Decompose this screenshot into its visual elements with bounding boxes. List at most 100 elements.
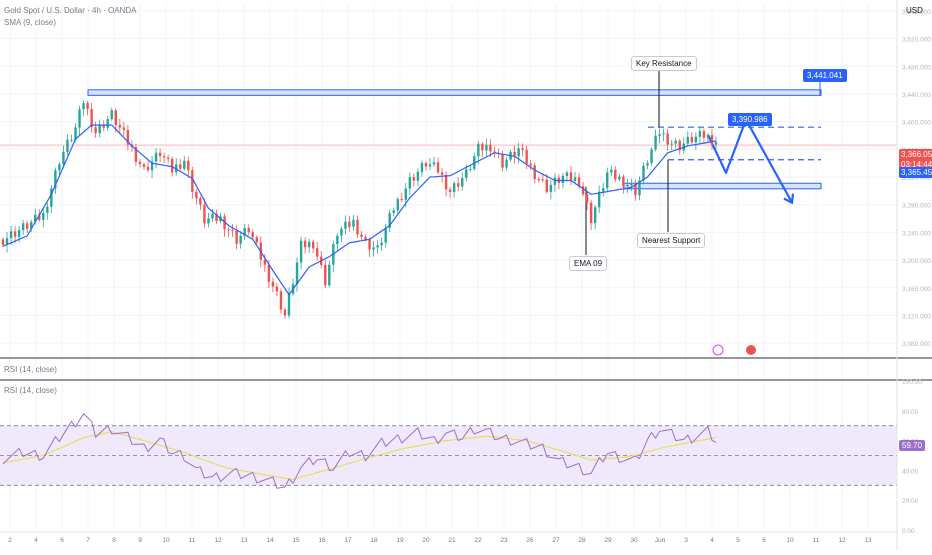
candles <box>1 100 718 319</box>
candle-body <box>376 245 379 248</box>
lightning-icon <box>712 344 724 356</box>
rsi-tick-label: 0.00 <box>902 528 915 535</box>
price-tick-label: 3,240.000 <box>902 230 931 237</box>
candle-body <box>307 241 311 248</box>
candle-body <box>9 231 13 239</box>
candle-body <box>158 152 162 157</box>
candle-body <box>283 309 287 316</box>
candle-body <box>465 169 468 178</box>
time-tick-label: 22 <box>474 537 482 544</box>
time-tick-label: 4 <box>34 537 38 544</box>
time-tick-label: 10 <box>786 537 794 544</box>
candle-body <box>626 185 629 187</box>
candle-body <box>614 169 617 180</box>
candle-body <box>154 152 158 162</box>
price-tick-label: 3,160.000 <box>902 286 931 293</box>
candle-body <box>384 227 387 243</box>
time-tick-label: 16 <box>318 537 326 544</box>
candle-body <box>537 179 540 181</box>
candle-body <box>666 133 669 145</box>
time-tick-label: 14 <box>266 537 274 544</box>
ema-layer <box>2 124 717 296</box>
candle-body <box>344 221 347 229</box>
price-tick-label: 3,120.000 <box>902 313 931 320</box>
candle-body <box>545 179 549 192</box>
time-tick-label: 6 <box>60 537 64 544</box>
time-tick-label: 15 <box>292 537 300 544</box>
candle-body <box>134 147 138 162</box>
candle-body <box>17 230 21 237</box>
candle-body <box>239 235 242 244</box>
candle-body <box>271 281 275 287</box>
candle-body <box>150 161 154 171</box>
time-tick-label: 21 <box>448 537 456 544</box>
candle-body <box>247 227 250 233</box>
candle-body <box>638 180 641 196</box>
candle-body <box>235 230 238 244</box>
candle-body <box>368 239 371 250</box>
candle-body <box>211 213 214 219</box>
candle-body <box>432 162 436 165</box>
candle-body <box>1 239 5 245</box>
currency-label: USD <box>906 6 923 15</box>
candle-body <box>50 188 53 207</box>
candle-body <box>364 236 367 240</box>
candle-body <box>690 136 694 143</box>
candle-body <box>303 240 307 248</box>
candle-body <box>106 119 109 128</box>
candle-body <box>694 136 698 143</box>
candle-body <box>670 143 673 145</box>
candle-body <box>162 156 166 158</box>
zones <box>0 68 897 356</box>
candle-body <box>275 286 279 292</box>
candle-body <box>78 109 81 128</box>
candle-countdown: 03:14:44 <box>901 160 932 169</box>
ema-label: EMA 09 <box>569 256 608 271</box>
price-tick-label: 3,520.000 <box>902 37 931 44</box>
candle-body <box>650 149 653 164</box>
candle-body <box>561 175 565 183</box>
rsi-tick-label: 20.00 <box>902 498 919 505</box>
candle-body <box>179 164 182 169</box>
time-tick-label: 11 <box>813 537 820 544</box>
ema-price-tag: 3,365.459 <box>899 167 932 178</box>
candle-body <box>388 213 391 228</box>
candle-body <box>456 183 460 187</box>
candle-body <box>452 183 456 192</box>
rsi-legend: RSI (14, close) <box>4 386 57 395</box>
resistance-price-tag: 3,441.041 <box>803 69 847 82</box>
candle-body <box>521 148 524 150</box>
candle-body <box>408 177 412 189</box>
candle-body <box>215 213 218 222</box>
nearest-support-label: Nearest Support <box>637 233 706 248</box>
forecast-path <box>707 118 793 204</box>
candle-body <box>569 172 573 181</box>
rsi-ma-line <box>2 431 717 480</box>
forecast-arrowhead <box>783 193 795 205</box>
candle-body <box>183 160 186 169</box>
candle-body <box>360 234 363 237</box>
time-tick-label: 26 <box>526 537 534 544</box>
candle-body <box>714 142 718 145</box>
candle-body <box>231 230 234 232</box>
candle-body <box>485 144 488 151</box>
candle-body <box>82 103 85 110</box>
candle-body <box>25 223 29 229</box>
candle-body <box>565 172 569 176</box>
candle-body <box>90 109 93 128</box>
candle-body <box>118 124 122 128</box>
candle-body <box>340 228 343 236</box>
candle-body <box>372 247 375 250</box>
candle-body <box>255 237 258 243</box>
time-tick-label: 9 <box>138 537 142 544</box>
candle-body <box>517 148 520 157</box>
candle-body <box>618 176 621 180</box>
candle-body <box>477 143 480 157</box>
candle-body <box>493 151 496 153</box>
price-tick-label: 3,320.000 <box>902 175 931 182</box>
candle-body <box>416 171 420 181</box>
candle-body <box>513 151 516 157</box>
candle-body <box>70 139 73 141</box>
candle-body <box>581 186 585 195</box>
